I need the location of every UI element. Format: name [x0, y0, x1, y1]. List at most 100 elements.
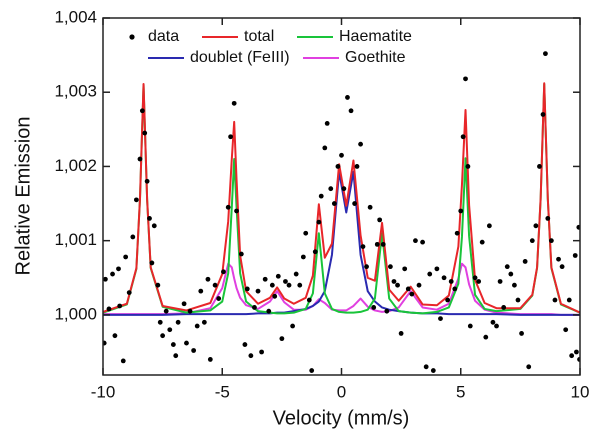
data-point — [430, 368, 436, 373]
data-point — [526, 364, 532, 370]
data-point — [198, 288, 204, 294]
data-point — [576, 224, 580, 230]
legend-label: total — [244, 28, 274, 45]
data-point — [160, 333, 166, 339]
data-point — [529, 238, 535, 244]
data-point — [324, 120, 330, 126]
data-point — [133, 197, 139, 203]
data-point — [173, 353, 179, 359]
data-point — [328, 186, 334, 192]
data-point — [458, 208, 464, 214]
legend-label: Goethite — [345, 49, 406, 66]
legend-label: doublet (FeIII) — [190, 49, 290, 66]
data-point — [398, 331, 404, 336]
data-point — [467, 323, 473, 329]
data-point — [126, 290, 132, 296]
data-point — [194, 323, 200, 329]
data-point — [306, 297, 312, 303]
data-point — [184, 340, 189, 346]
data-point — [556, 256, 561, 262]
data-point — [452, 286, 458, 292]
data-point — [149, 260, 155, 266]
data-point — [371, 305, 377, 310]
data-point — [512, 282, 517, 288]
data-point — [293, 271, 299, 277]
data-point — [460, 134, 466, 140]
data-point — [413, 238, 418, 244]
data-point — [170, 342, 176, 347]
data-point — [374, 241, 380, 247]
data-point — [231, 100, 237, 106]
data-point — [352, 201, 358, 206]
series-line — [103, 170, 580, 316]
data-point — [345, 95, 350, 100]
plot-area — [103, 51, 580, 373]
data-point — [438, 316, 443, 321]
data-point — [139, 108, 145, 114]
series-line — [103, 262, 580, 316]
legend: data total Haematite doublet (FeIII) Goethit… — [129, 28, 412, 66]
data-point — [279, 336, 285, 342]
data-point — [300, 254, 306, 260]
data-point — [486, 223, 492, 229]
data-point — [341, 186, 347, 192]
data-point — [112, 333, 118, 339]
data-point — [201, 319, 207, 325]
data-point — [494, 323, 499, 329]
data-point — [187, 308, 193, 314]
data-point — [463, 76, 468, 82]
data-point — [545, 215, 551, 221]
data-point — [497, 279, 503, 284]
data-point — [548, 238, 554, 244]
data-point — [123, 254, 129, 260]
data-point — [405, 286, 411, 292]
data-point — [519, 331, 524, 336]
x-tick-label: 5 — [456, 382, 465, 401]
data-point — [255, 288, 261, 294]
x-tick-label: -10 — [91, 382, 116, 401]
data-point — [387, 264, 393, 270]
data-point — [259, 349, 265, 355]
data-point — [522, 259, 528, 264]
data-point — [137, 156, 143, 162]
data-point — [540, 112, 546, 117]
y-tick-label: 1,000 — [54, 304, 97, 323]
data-point — [117, 303, 123, 309]
data-point — [225, 204, 231, 210]
y-axis-label: Relative Emission — [12, 117, 34, 276]
x-tick-label: 0 — [337, 382, 346, 401]
data-point — [367, 204, 373, 210]
data-point — [360, 244, 366, 249]
data-point — [181, 301, 187, 307]
data-point — [348, 108, 354, 114]
data-point — [252, 305, 257, 310]
data-point — [116, 266, 121, 272]
data-point — [155, 282, 161, 288]
data-point — [130, 234, 136, 240]
data-point — [207, 357, 213, 362]
data-point — [358, 141, 363, 147]
data-point — [234, 208, 239, 214]
legend-label: data — [148, 28, 179, 45]
data-point — [543, 51, 548, 57]
data-point — [322, 145, 328, 151]
data-point — [448, 279, 454, 284]
data-point — [364, 264, 369, 270]
data-point — [472, 275, 478, 281]
data-point — [427, 271, 433, 277]
data-point — [238, 251, 244, 257]
data-point — [445, 297, 451, 303]
data-point — [120, 358, 126, 364]
data-point — [303, 230, 309, 236]
data-point — [142, 130, 148, 136]
legend-marker — [129, 34, 135, 40]
data-point — [212, 282, 218, 288]
y-tick-label: 1,003 — [54, 82, 97, 101]
data-point — [266, 308, 272, 314]
data-point — [248, 353, 254, 359]
data-point — [216, 296, 222, 301]
data-point — [106, 306, 112, 312]
data-point — [242, 342, 248, 347]
data-point — [167, 327, 173, 333]
